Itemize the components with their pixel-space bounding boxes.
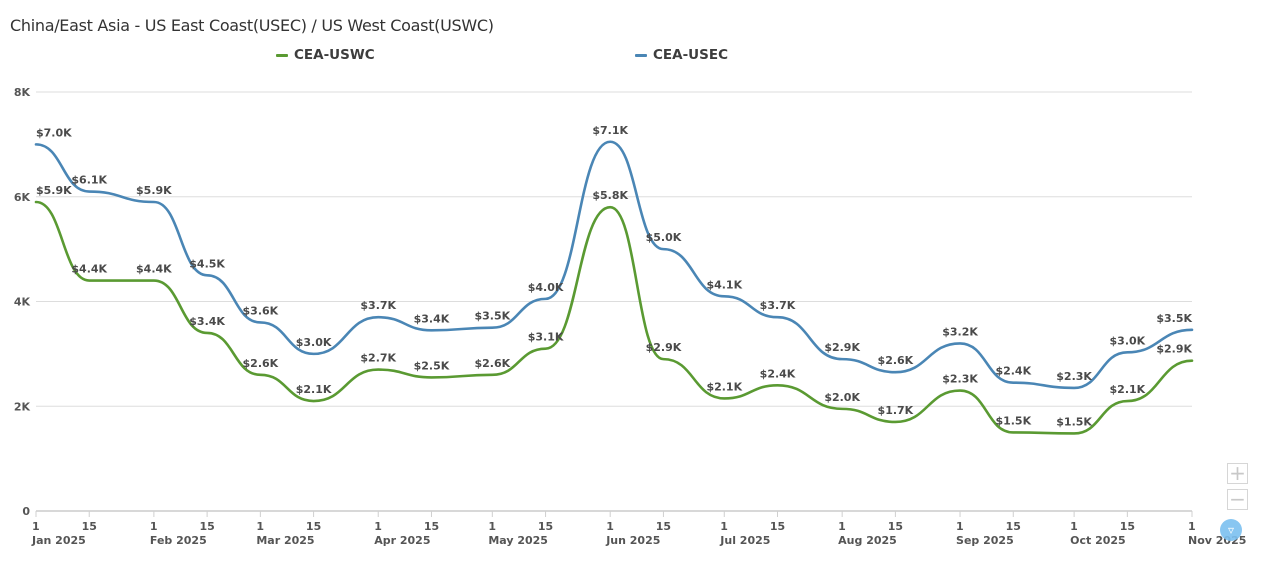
data-label: $2.3K bbox=[1056, 370, 1092, 383]
x-tick-day-label: 15 bbox=[1006, 520, 1021, 533]
data-label: $2.4K bbox=[995, 365, 1031, 378]
data-label: $2.1K bbox=[1110, 383, 1146, 396]
x-tick-month-label: Jan 2025 bbox=[31, 534, 86, 547]
data-label: $7.1K bbox=[592, 124, 628, 137]
data-label: $4.5K bbox=[189, 257, 225, 270]
data-label: $3.1K bbox=[528, 331, 564, 344]
data-label: $1.7K bbox=[878, 404, 914, 417]
data-label: $5.9K bbox=[36, 184, 72, 197]
x-tick-month-label: Mar 2025 bbox=[256, 534, 314, 547]
y-tick-label: 2K bbox=[14, 400, 31, 413]
x-tick-day-label: 15 bbox=[199, 520, 214, 533]
grid-lines bbox=[36, 91, 1192, 512]
data-label: $1.5K bbox=[1056, 415, 1092, 428]
x-tick-day-label: 15 bbox=[424, 520, 439, 533]
x-tick-day-label: 1 bbox=[256, 520, 264, 533]
x-tick-day-label: 15 bbox=[656, 520, 671, 533]
data-label: $3.7K bbox=[760, 299, 796, 312]
x-tick-day-label: 1 bbox=[32, 520, 40, 533]
data-label: $3.6K bbox=[243, 304, 279, 317]
chart-title: China/East Asia - US East Coast(USEC) / … bbox=[10, 16, 494, 35]
data-label: $2.1K bbox=[296, 383, 332, 396]
y-tick-label: 6K bbox=[14, 191, 31, 204]
data-label: $2.4K bbox=[760, 367, 796, 380]
x-tick-day-label: 15 bbox=[82, 520, 97, 533]
data-label: $3.0K bbox=[1110, 334, 1146, 347]
zoom-out-button[interactable]: − bbox=[1227, 489, 1248, 510]
y-tick-label: 8K bbox=[14, 86, 31, 99]
data-label: $3.5K bbox=[474, 310, 510, 323]
x-tick-day-label: 1 bbox=[1188, 520, 1196, 533]
data-label: $2.7K bbox=[360, 352, 396, 365]
y-tick-label: 4K bbox=[14, 296, 31, 309]
x-tick-month-label: Sep 2025 bbox=[956, 534, 1014, 547]
x-tick-month-label: Oct 2025 bbox=[1070, 534, 1126, 547]
legend-item-cea-uswc[interactable]: CEA-USWC bbox=[276, 47, 375, 63]
legend-label-usec: CEA-USEC bbox=[653, 47, 728, 63]
series-line-cea-uswc bbox=[34, 200, 1194, 435]
series-line-cea-usec bbox=[34, 140, 1194, 390]
x-tick-month-label: Jul 2025 bbox=[719, 534, 770, 547]
data-label: $3.4K bbox=[189, 315, 225, 328]
data-label: $3.5K bbox=[1156, 312, 1192, 325]
data-label: $7.0K bbox=[36, 126, 72, 139]
data-label: $3.4K bbox=[414, 312, 450, 325]
data-label: $4.0K bbox=[528, 281, 564, 294]
data-label: $2.9K bbox=[824, 341, 860, 354]
x-tick-day-label: 1 bbox=[606, 520, 614, 533]
data-label: $4.4K bbox=[136, 263, 172, 276]
x-tick-day-label: 15 bbox=[538, 520, 553, 533]
data-label: $2.1K bbox=[706, 380, 742, 393]
y-tick-label: 0 bbox=[22, 505, 30, 518]
data-label: $2.9K bbox=[646, 341, 682, 354]
data-label: $2.6K bbox=[243, 357, 279, 370]
x-tick-month-label: Feb 2025 bbox=[150, 534, 207, 547]
data-label: $2.9K bbox=[1156, 343, 1192, 356]
x-tick-day-label: 1 bbox=[720, 520, 728, 533]
data-label: $4.1K bbox=[706, 278, 742, 291]
x-tick-month-label: Aug 2025 bbox=[838, 534, 897, 547]
filter-icon: ▿ bbox=[1227, 523, 1235, 537]
series-lines bbox=[34, 140, 1194, 435]
data-label: $3.0K bbox=[296, 336, 332, 349]
x-tick-month-label: Apr 2025 bbox=[374, 534, 430, 547]
legend-swatch-uswc bbox=[276, 53, 288, 57]
data-label: $6.1K bbox=[71, 174, 107, 187]
data-label: $1.5K bbox=[995, 414, 1031, 427]
x-tick-day-label: 15 bbox=[1120, 520, 1135, 533]
y-axis: 0 2K 4K 6K 8K bbox=[14, 86, 31, 518]
x-tick-day-label: 1 bbox=[838, 520, 846, 533]
x-tick-day-label: 15 bbox=[306, 520, 321, 533]
data-label: $5.9K bbox=[136, 184, 172, 197]
x-tick-day-label: 1 bbox=[1070, 520, 1078, 533]
x-tick-day-label: 1 bbox=[150, 520, 158, 533]
data-labels: $5.9K $4.4K $4.4K $3.4K $2.6K $2.1K $2.7K $2.5K… bbox=[36, 124, 1192, 429]
x-tick-day-label: 15 bbox=[888, 520, 903, 533]
x-tick-day-label: 1 bbox=[956, 520, 964, 533]
data-label: $2.6K bbox=[474, 357, 510, 370]
data-label: $2.0K bbox=[824, 391, 860, 404]
x-tick-day-label: 1 bbox=[374, 520, 382, 533]
data-label: $2.3K bbox=[942, 373, 978, 386]
data-label: $5.8K bbox=[592, 189, 628, 202]
data-label: $3.2K bbox=[942, 325, 978, 338]
filter-button[interactable]: ▿ bbox=[1220, 519, 1242, 541]
data-label: $3.7K bbox=[360, 299, 396, 312]
data-label: $5.0K bbox=[646, 231, 682, 244]
data-label: $2.5K bbox=[414, 359, 450, 372]
data-label: $4.4K bbox=[71, 263, 107, 276]
legend-item-cea-usec[interactable]: CEA-USEC bbox=[635, 47, 728, 63]
x-tick-day-label: 15 bbox=[770, 520, 785, 533]
x-tick-month-label: May 2025 bbox=[488, 534, 548, 547]
data-label: $2.6K bbox=[878, 354, 914, 367]
x-tick-day-label: 1 bbox=[488, 520, 496, 533]
zoom-in-button[interactable]: + bbox=[1227, 463, 1248, 484]
x-tick-month-label: Jun 2025 bbox=[605, 534, 660, 547]
legend-label-uswc: CEA-USWC bbox=[294, 47, 375, 63]
legend-swatch-usec bbox=[635, 53, 647, 57]
